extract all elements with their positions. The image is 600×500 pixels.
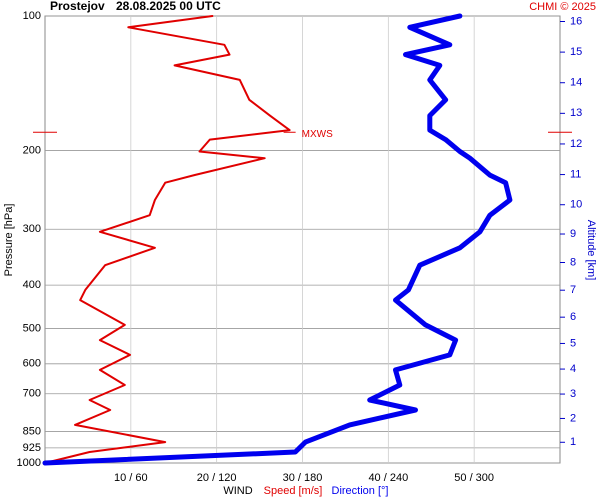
y-tick-label: 500 [23,322,41,334]
y-tick-label: 100 [23,10,41,22]
x-tick-label: 30 / 180 [283,472,323,484]
profile-line [44,15,291,464]
x-tick-label: 10 / 60 [114,472,148,484]
y2-tick-label: 9 [570,228,576,240]
y-tick-label: 400 [23,279,41,291]
chart-title: Prostejov [50,0,105,13]
y-tick-label: 925 [23,442,41,454]
y2-axis-label: Altitude [km] [585,220,597,281]
y2-tick-label: 6 [570,311,576,323]
x-tick-label: 20 / 120 [197,472,237,484]
y-tick-label: 700 [23,388,41,400]
y2-tick-label: 8 [570,256,576,268]
y-tick-label: 850 [23,425,41,437]
y-tick-label: 1000 [17,457,41,469]
y2-tick-label: 11 [570,168,581,180]
x-tick-label: 40 / 240 [368,472,408,484]
y2-tick-label: 4 [570,363,576,375]
x-tick-label: 50 / 300 [454,472,494,484]
y2-tick-label: 2 [570,412,576,424]
y2-tick-label: 7 [570,284,576,296]
y2-tick-label: 16 [570,15,582,27]
profile-line [42,13,513,466]
y-tick-label: 200 [23,144,41,156]
y2-tick-label: 10 [570,199,582,211]
y2-tick-label: 5 [570,337,576,349]
credit: CHMI © 2025 [529,1,596,13]
y2-tick-label: 1 [570,436,576,448]
y2-tick-label: 14 [570,77,582,89]
y2-tick-label: 3 [570,388,576,400]
y-tick-label: 300 [23,223,41,235]
legend-entry: Direction [°] [332,485,389,497]
y-axis-label: Pressure [hPa] [3,204,15,277]
legend-entry: Speed [m/s] [264,485,323,497]
y2-tick-label: 15 [570,46,582,58]
mxws-label: MXWS [302,129,333,140]
x-axis-label: WIND [223,485,252,497]
chart-subtitle: 28.08.2025 00 UTC [116,0,221,13]
y2-tick-label: 13 [570,107,582,119]
y2-tick-label: 12 [570,138,582,150]
y-tick-label: 600 [23,358,41,370]
